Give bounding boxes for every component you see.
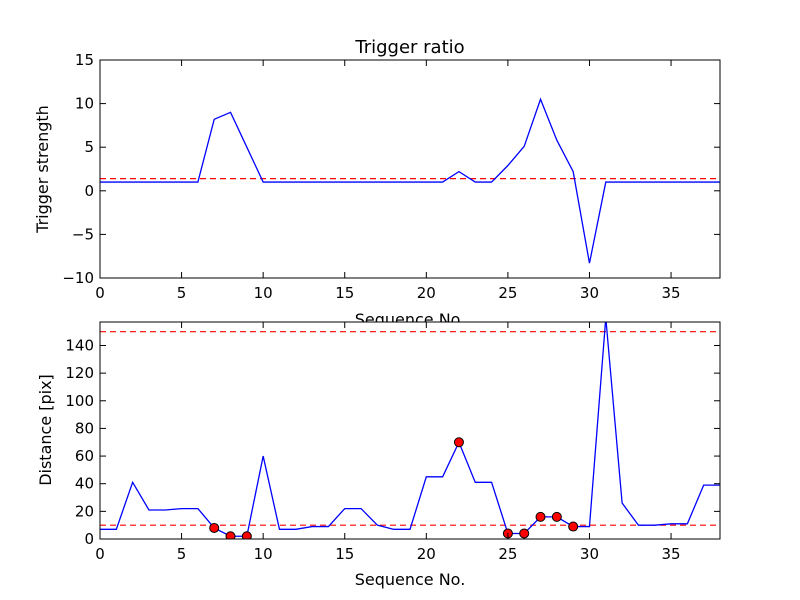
top-y-tick-label: 15	[75, 51, 94, 69]
bottom-y-tick-label: 40	[75, 475, 94, 493]
distance-panel: 0 5 10 15 20 25 30 35 0 20 40 60 80 100 120 140 Sequenc…	[36, 321, 721, 589]
bottom-marker-point	[551, 511, 562, 522]
bottom-marker-point	[453, 437, 464, 448]
bottom-x-tick-label: 30	[580, 545, 599, 563]
bottom-y-tick-label: 0	[84, 530, 94, 548]
bottom-y-tick-label: 20	[75, 502, 94, 520]
top-x-tick-label: 0	[95, 284, 105, 302]
plot-area-bottom	[100, 322, 720, 539]
bottom-y-tick-label: 80	[75, 419, 94, 437]
top-x-tick-label: 10	[254, 284, 273, 302]
bottom-x-tick-label: 15	[335, 545, 354, 563]
bottom-x-tick-label: 20	[417, 545, 436, 563]
bottom-marker-point	[535, 511, 546, 522]
bottom-marker-point	[209, 522, 220, 533]
axes-frame-top	[99, 59, 721, 279]
bottom-marker-point	[568, 521, 579, 532]
top-y-tick-label: −10	[62, 269, 94, 287]
trigger-ratio-panel: Trigger ratio 0 5 10 15 20 25 30 35−10−5051015 …	[33, 37, 721, 329]
top-y-tick-label: −5	[72, 225, 94, 243]
bottom-x-tick-label: 0	[95, 545, 105, 563]
top-x-tick-label: 15	[335, 284, 354, 302]
chart-title: Trigger ratio	[354, 37, 464, 58]
bottom-marker-point	[225, 531, 236, 539]
bottom-y-tick-label: 140	[65, 336, 94, 354]
axes-frame-bottom	[99, 321, 721, 540]
top-y-tick-label: 5	[84, 138, 94, 156]
y-axis-label-bottom: Distance [pix]	[36, 374, 55, 486]
bottom-y-tick-label: 100	[65, 392, 94, 410]
top-x-tick-label: 20	[417, 284, 436, 302]
top-x-tick-label: 30	[580, 284, 599, 302]
top-y-tick-label: 10	[75, 95, 94, 113]
bottom-y-tick-label: 120	[65, 364, 94, 382]
top-y-tick-label: 0	[84, 182, 94, 200]
bottom-x-tick-label: 5	[177, 545, 187, 563]
bottom-series-line-0	[100, 322, 720, 537]
bottom-y-tick-label: 60	[75, 447, 94, 465]
top-series-line-0	[100, 97, 720, 264]
bottom-x-tick-label: 10	[254, 545, 273, 563]
y-axis-label-top: Trigger strength	[33, 105, 52, 234]
top-x-tick-label: 25	[498, 284, 517, 302]
bottom-x-tick-label: 35	[662, 545, 681, 563]
x-axis-label-bottom: Sequence No.	[355, 570, 466, 589]
bottom-marker-point	[519, 528, 530, 539]
plot-area-top	[100, 60, 720, 278]
bottom-marker-point	[241, 531, 252, 539]
top-x-tick-label: 5	[177, 284, 187, 302]
bottom-x-tick-label: 25	[498, 545, 517, 563]
top-x-tick-label: 35	[662, 284, 681, 302]
